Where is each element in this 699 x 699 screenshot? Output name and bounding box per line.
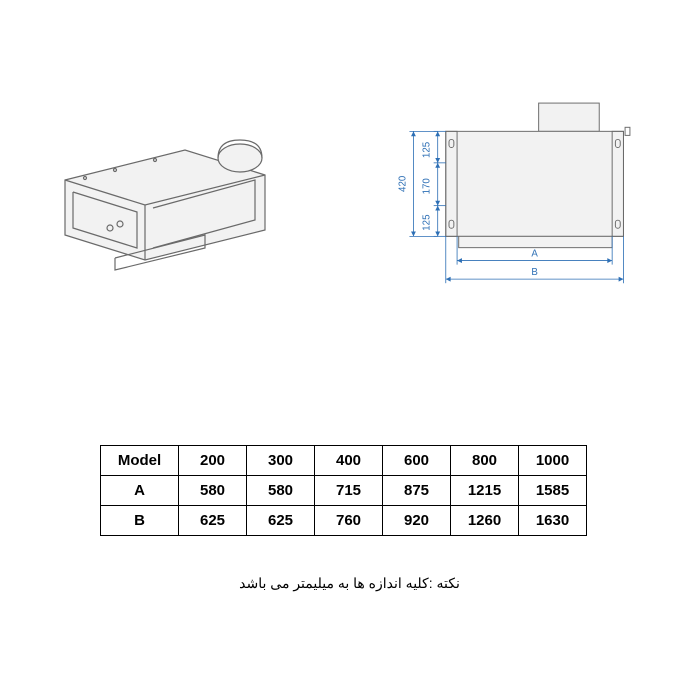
cell: 1260 xyxy=(451,506,519,536)
dimension-table: Model 200 300 400 600 800 1000 A 580 580… xyxy=(100,445,587,536)
model-col: 600 xyxy=(383,446,451,476)
table-row: A 580 580 715 875 1215 1585 xyxy=(101,476,587,506)
model-col: 300 xyxy=(247,446,315,476)
isometric-view xyxy=(55,120,275,290)
cell: 1585 xyxy=(519,476,587,506)
model-col: 400 xyxy=(315,446,383,476)
cell: 580 xyxy=(247,476,315,506)
cell: 625 xyxy=(247,506,315,536)
table-header-row: Model 200 300 400 600 800 1000 xyxy=(101,446,587,476)
dim-v3: 125 xyxy=(422,215,433,231)
cell: 625 xyxy=(179,506,247,536)
model-header: Model xyxy=(101,446,179,476)
front-elevation: 125 170 125 420 A B xyxy=(380,95,665,305)
cell: 1630 xyxy=(519,506,587,536)
table-row: B 625 625 760 920 1260 1630 xyxy=(101,506,587,536)
row-label: B xyxy=(101,506,179,536)
cell: 1215 xyxy=(451,476,519,506)
model-col: 200 xyxy=(179,446,247,476)
footnote: نکته :کلیه اندازه ها به میلیمتر می باشد xyxy=(0,575,699,592)
dim-v1: 125 xyxy=(422,142,433,158)
dim-v2: 170 xyxy=(422,178,433,195)
cell: 715 xyxy=(315,476,383,506)
dim-total-height: 420 xyxy=(397,175,408,192)
cell: 580 xyxy=(179,476,247,506)
model-col: 800 xyxy=(451,446,519,476)
cell: 920 xyxy=(383,506,451,536)
diagram-area: 125 170 125 420 A B xyxy=(0,0,699,400)
dim-a: A xyxy=(531,249,538,260)
cell: 760 xyxy=(315,506,383,536)
dim-b: B xyxy=(531,267,537,278)
cell: 875 xyxy=(383,476,451,506)
model-col: 1000 xyxy=(519,446,587,476)
row-label: A xyxy=(101,476,179,506)
